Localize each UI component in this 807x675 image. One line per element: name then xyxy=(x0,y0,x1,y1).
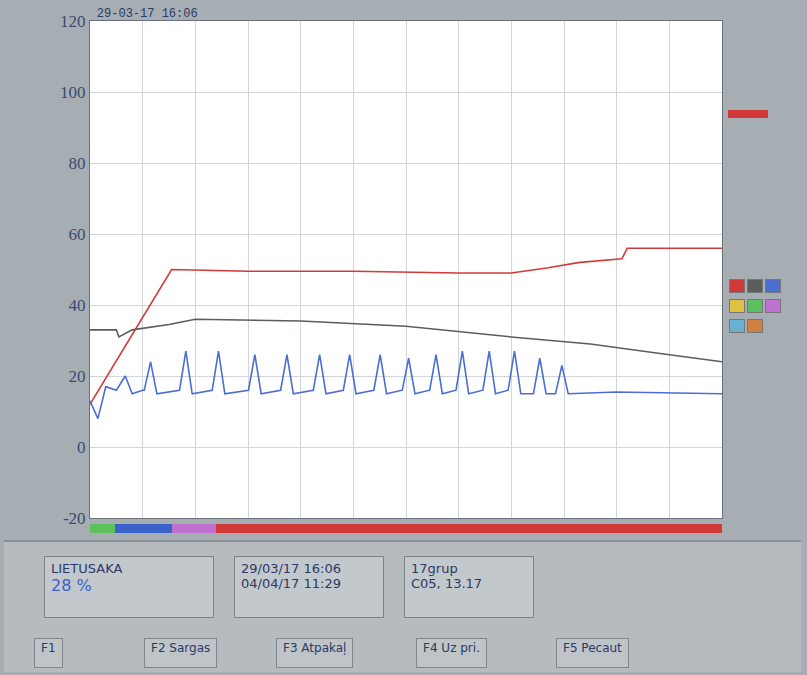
svg-text:0: 0 xyxy=(77,438,86,457)
html-text:LIETUSAKA: LIETUSAKA xyxy=(51,561,123,576)
svg-text:20: 20 xyxy=(69,367,86,386)
svg-text:-20: -20 xyxy=(63,509,86,528)
svg-text:29-03-17 16:06: 29-03-17 16:06 xyxy=(97,7,198,21)
html-text:04/04/17 11:29: 04/04/17 11:29 xyxy=(241,576,341,591)
html-text:F2 Sargas: F2 Sargas xyxy=(151,641,211,655)
html-text:F4 Uz pri.: F4 Uz pri. xyxy=(423,641,480,655)
html-text:F5 Pecaut: F5 Pecaut xyxy=(563,641,622,655)
html-text:17grup: 17grup xyxy=(411,561,458,576)
svg-text:80: 80 xyxy=(69,154,86,173)
svg-text:40: 40 xyxy=(69,296,86,315)
html-text:F1: F1 xyxy=(41,641,56,655)
svg-text:120: 120 xyxy=(60,12,86,31)
svg-text:100: 100 xyxy=(60,83,86,102)
html-text:28 %: 28 % xyxy=(51,576,92,595)
html-text:F3 Atpakaļ: F3 Atpakaļ xyxy=(283,641,347,655)
svg-text:60: 60 xyxy=(69,225,86,244)
html-text:C05, 13.17: C05, 13.17 xyxy=(411,576,483,591)
html-text:29/03/17 16:06: 29/03/17 16:06 xyxy=(241,561,341,576)
